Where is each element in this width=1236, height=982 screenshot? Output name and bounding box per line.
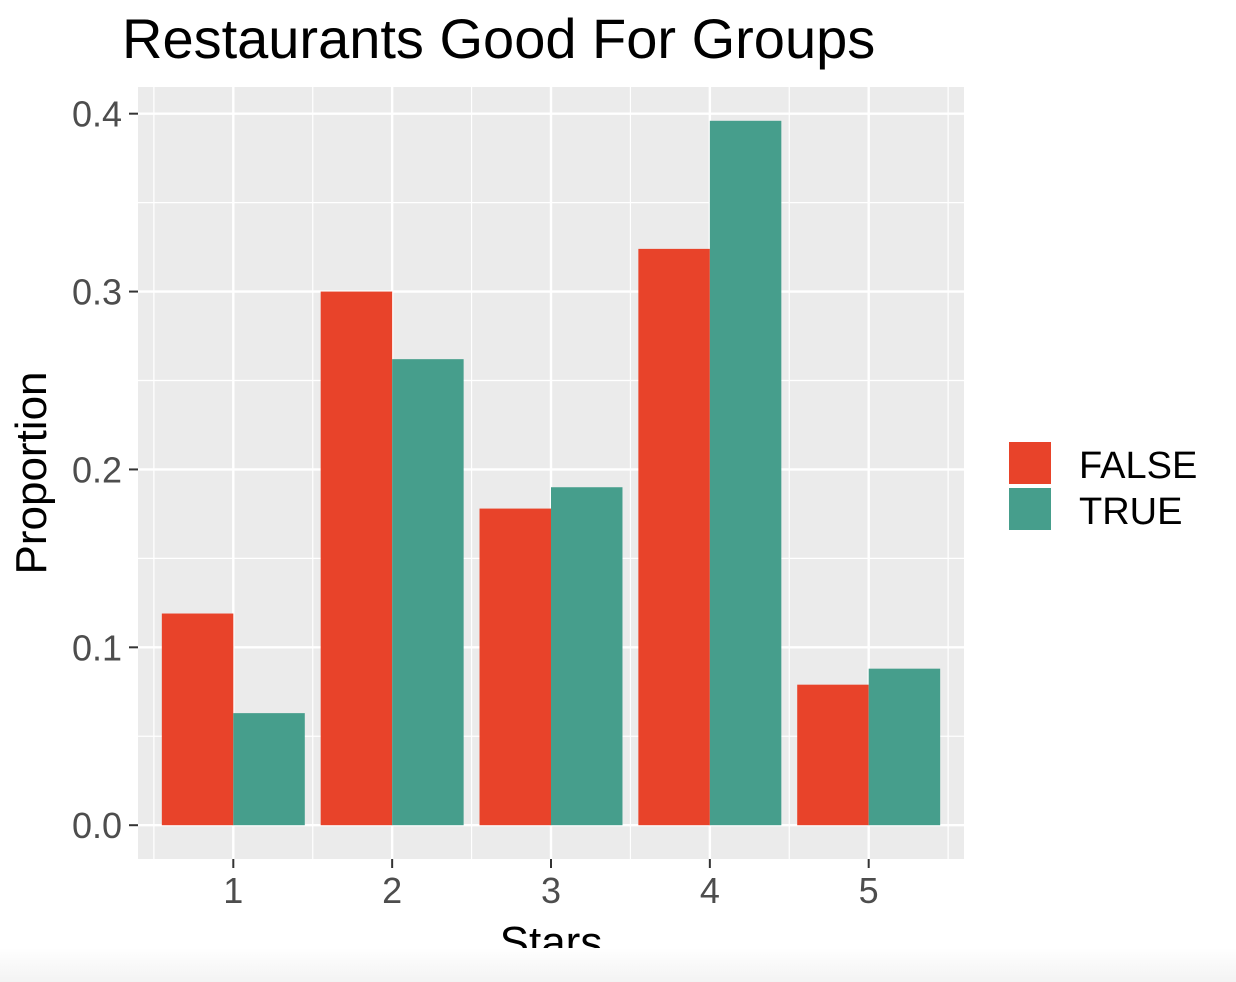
bar-false-2 <box>320 291 393 826</box>
x-tick-label: 5 <box>859 870 879 911</box>
x-tick-label: 3 <box>541 870 561 911</box>
y-axis-title: Proportion <box>7 371 56 574</box>
x-axis: 1 2 3 4 5 <box>223 859 879 911</box>
x-tick-label: 2 <box>382 870 402 911</box>
y-tick-label: 0.2 <box>72 449 122 490</box>
window-bottom-edge <box>0 948 1236 982</box>
bar-true-1 <box>233 713 305 826</box>
y-tick-label: 0.0 <box>72 805 122 846</box>
bar-true-5 <box>868 668 941 826</box>
y-tick-label: 0.1 <box>72 627 122 668</box>
legend-key-true <box>1009 488 1051 530</box>
legend-key-false <box>1009 442 1051 484</box>
legend-label-false: FALSE <box>1079 445 1197 487</box>
y-axis: 0.0 0.1 0.2 0.3 0.4 <box>72 94 138 846</box>
bar-false-3 <box>479 508 551 826</box>
bar-true-4 <box>709 120 782 826</box>
bar-false-1 <box>161 613 234 826</box>
y-tick-label: 0.4 <box>72 94 122 135</box>
chart-title: Restaurants Good For Groups <box>122 7 875 70</box>
bar-true-3 <box>551 487 623 826</box>
x-tick-label: 1 <box>223 870 243 911</box>
bar-true-2 <box>392 359 464 826</box>
legend-label-true: TRUE <box>1079 491 1182 533</box>
bar-false-4 <box>638 248 710 826</box>
x-tick-label: 4 <box>700 870 720 911</box>
bars <box>161 120 941 826</box>
y-tick-label: 0.3 <box>72 272 122 313</box>
bar-false-5 <box>797 684 869 826</box>
